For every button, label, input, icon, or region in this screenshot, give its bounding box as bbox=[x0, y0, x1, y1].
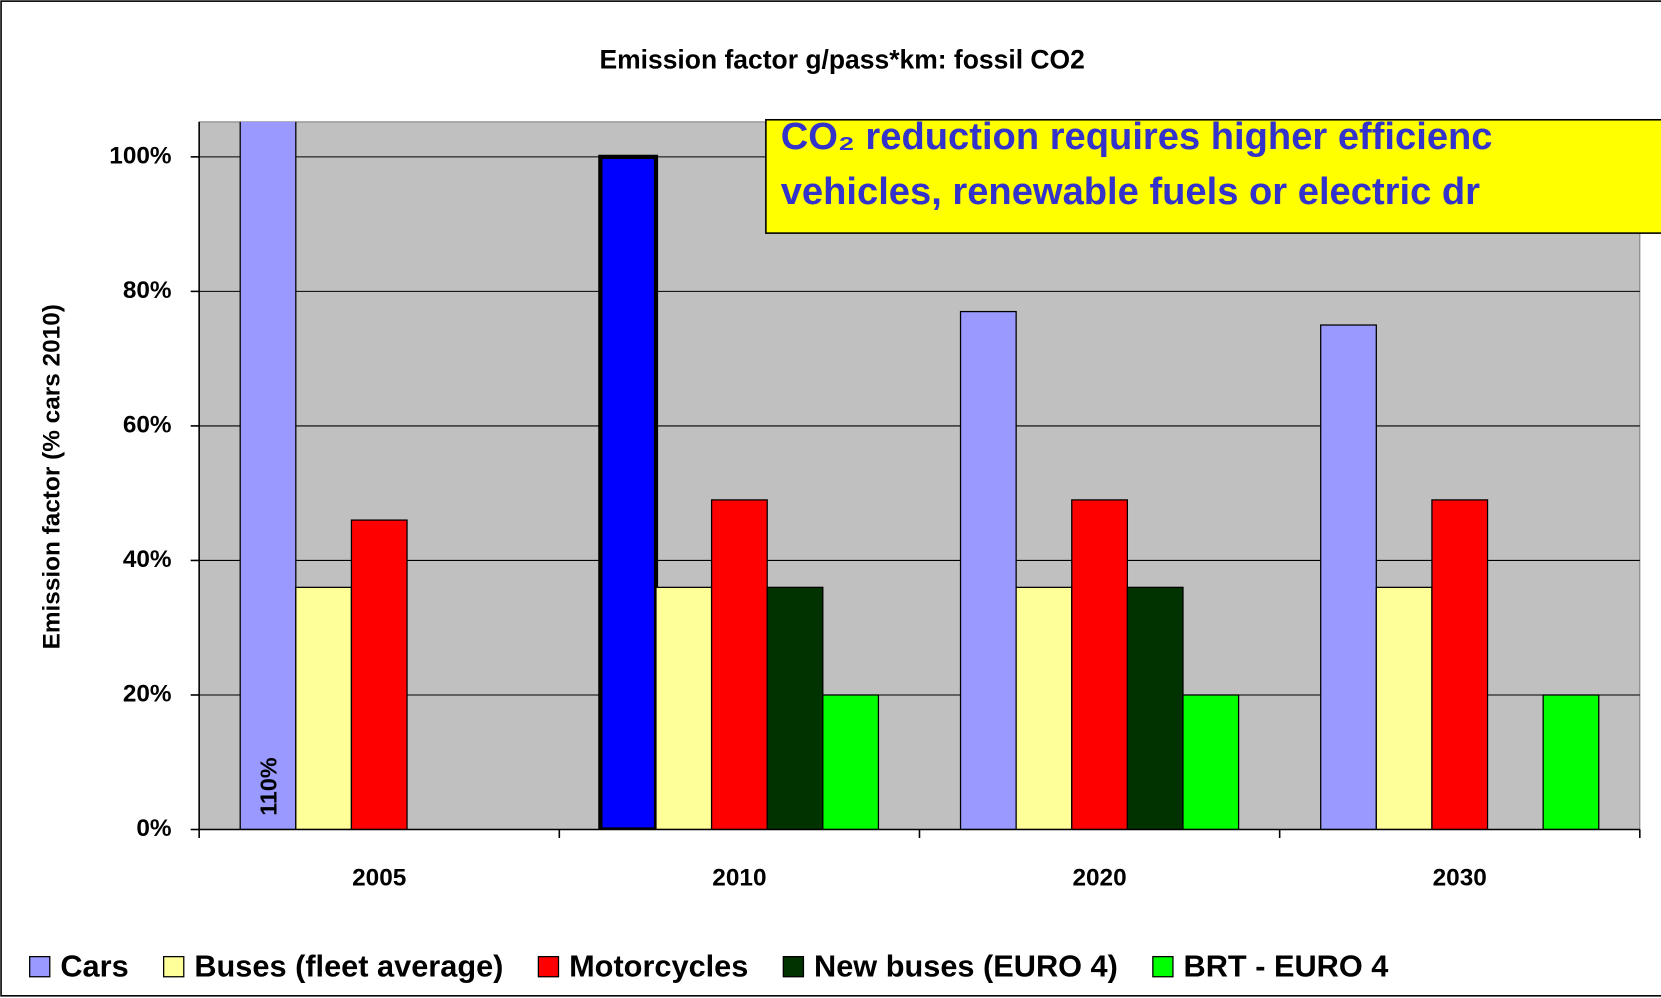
x-tick-label: 2010 bbox=[712, 865, 766, 892]
bar bbox=[1126, 586, 1184, 830]
bar bbox=[766, 586, 824, 830]
annotation-line: vehicles, renewable fuels or electric dr bbox=[781, 170, 1480, 213]
y-tick-label: 40% bbox=[123, 546, 172, 573]
y-tick-label: 100% bbox=[109, 142, 172, 169]
bar bbox=[1431, 499, 1489, 830]
y-tick-label: 20% bbox=[123, 680, 172, 707]
y-tick-label: 60% bbox=[123, 411, 172, 438]
x-tick-label: 2030 bbox=[1433, 865, 1487, 892]
annotation-line: CO₂ reduction requires higher efficienc bbox=[781, 115, 1493, 158]
legend-label: Cars bbox=[60, 948, 128, 983]
bar bbox=[822, 694, 880, 830]
legend-swatch bbox=[782, 955, 805, 978]
legend-swatch bbox=[163, 955, 185, 978]
bar bbox=[1320, 324, 1377, 830]
chart-title: Emission factor g/pass*km: fossil CO2 bbox=[599, 45, 1084, 75]
bar bbox=[350, 519, 408, 830]
legend-label: BRT - EURO 4 bbox=[1184, 948, 1389, 983]
legend-swatch bbox=[29, 955, 51, 978]
legend-swatch bbox=[1152, 955, 1174, 978]
data-label: 110% bbox=[255, 757, 281, 816]
bar bbox=[959, 310, 1017, 830]
bar bbox=[1071, 499, 1129, 830]
legend-label: Buses (fleet average) bbox=[194, 948, 503, 983]
y-axis-label: Emission factor (% cars 2010) bbox=[38, 304, 65, 649]
legend-label: New buses (EURO 4) bbox=[814, 948, 1118, 983]
bar bbox=[1542, 694, 1600, 830]
bar bbox=[1015, 586, 1073, 830]
bar bbox=[239, 121, 297, 830]
bar bbox=[655, 586, 713, 830]
annotation-box bbox=[765, 118, 1661, 234]
y-tick-label: 80% bbox=[123, 277, 172, 304]
x-tick-label: 2020 bbox=[1072, 865, 1126, 892]
bar bbox=[295, 586, 353, 830]
x-tick-label: 2005 bbox=[352, 865, 406, 892]
bar bbox=[598, 154, 659, 830]
y-tick-label: 0% bbox=[136, 815, 172, 842]
legend-label: Motorcycles bbox=[569, 948, 748, 983]
legend-swatch bbox=[537, 955, 560, 978]
bar bbox=[1375, 586, 1433, 830]
bar bbox=[710, 499, 768, 830]
bar bbox=[1182, 694, 1240, 830]
